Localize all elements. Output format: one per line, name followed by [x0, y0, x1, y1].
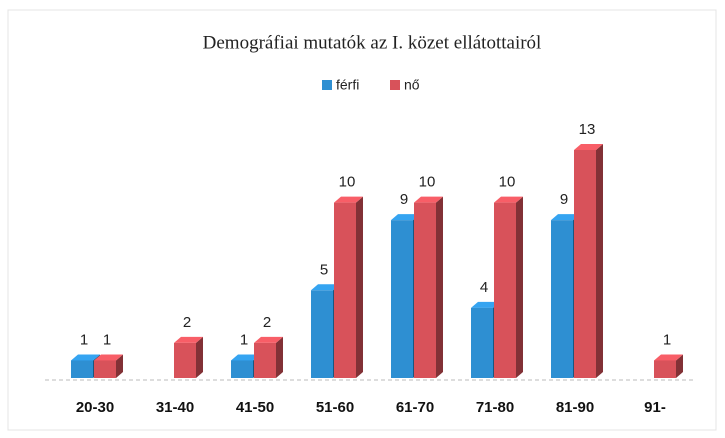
- legend-label: nő: [404, 77, 420, 93]
- bar-top: [574, 144, 603, 150]
- x-tick-label: 91-: [644, 399, 666, 416]
- bar-front: [94, 360, 116, 378]
- bar-top: [334, 196, 363, 203]
- x-tick-label: 61-70: [396, 399, 434, 416]
- bar-front: [471, 307, 493, 378]
- data-label: 4: [480, 279, 488, 296]
- bar-front: [311, 290, 333, 378]
- bar-top: [94, 354, 123, 361]
- bar: [334, 196, 363, 378]
- data-label: 5: [320, 261, 328, 278]
- data-label: 1: [103, 331, 111, 348]
- bar-side: [276, 336, 283, 378]
- bar-top: [254, 336, 283, 343]
- bar-front: [574, 150, 596, 378]
- x-tick-label: 20-30: [76, 399, 114, 416]
- bar-top: [654, 354, 683, 361]
- bar-front: [71, 360, 93, 378]
- legend-label: férfi: [336, 77, 359, 93]
- bar-top: [494, 196, 523, 203]
- bar-side: [356, 196, 363, 378]
- bar-top: [471, 301, 500, 308]
- bar-front: [254, 342, 276, 378]
- bar-top: [231, 354, 260, 361]
- data-label: 1: [80, 331, 88, 348]
- chart-title: Demográfiai mutatók az I. közet ellátott…: [203, 32, 542, 53]
- bar-front: [334, 202, 356, 378]
- data-label: 10: [499, 174, 516, 191]
- bar-front: [494, 202, 516, 378]
- x-tick-label: 81-90: [556, 399, 594, 416]
- bar: [414, 196, 443, 378]
- bar-side: [196, 336, 203, 378]
- bar-top: [174, 336, 203, 343]
- bar-side: [676, 354, 683, 378]
- bar: [94, 354, 123, 378]
- legend-swatch: [322, 80, 332, 90]
- bar-front: [654, 360, 676, 378]
- data-label: 1: [663, 331, 671, 348]
- data-label: 10: [419, 174, 436, 191]
- bar: [494, 196, 523, 378]
- bar-side: [516, 196, 523, 378]
- x-tick-label: 31-40: [156, 399, 194, 416]
- legend-swatch: [390, 80, 400, 90]
- x-tick-label: 41-50: [236, 399, 274, 416]
- bar: [174, 336, 203, 378]
- data-label: 1: [240, 331, 248, 348]
- data-label: 10: [339, 174, 356, 191]
- data-label: 9: [400, 191, 408, 208]
- bar-side: [116, 354, 123, 378]
- data-label: 13: [579, 121, 596, 138]
- bar: [574, 144, 603, 378]
- bar-front: [174, 342, 196, 378]
- bar-front: [414, 202, 436, 378]
- bar-front: [391, 220, 413, 378]
- bar-front: [231, 360, 253, 378]
- x-tick-label: 71-80: [476, 399, 514, 416]
- data-label: 2: [263, 314, 271, 331]
- data-label: 2: [183, 314, 191, 331]
- chart-frame: [7, 9, 717, 431]
- bar-top: [391, 214, 420, 221]
- bar-top: [551, 214, 580, 221]
- x-tick-label: 51-60: [316, 399, 354, 416]
- bar-side: [436, 196, 443, 378]
- bar-top: [414, 196, 443, 203]
- bar: [254, 336, 283, 378]
- bar: [654, 354, 683, 378]
- bar-side: [596, 144, 603, 378]
- data-label: 9: [560, 191, 568, 208]
- bar-front: [551, 220, 573, 378]
- bar-top: [311, 284, 340, 291]
- bar-top: [71, 354, 100, 361]
